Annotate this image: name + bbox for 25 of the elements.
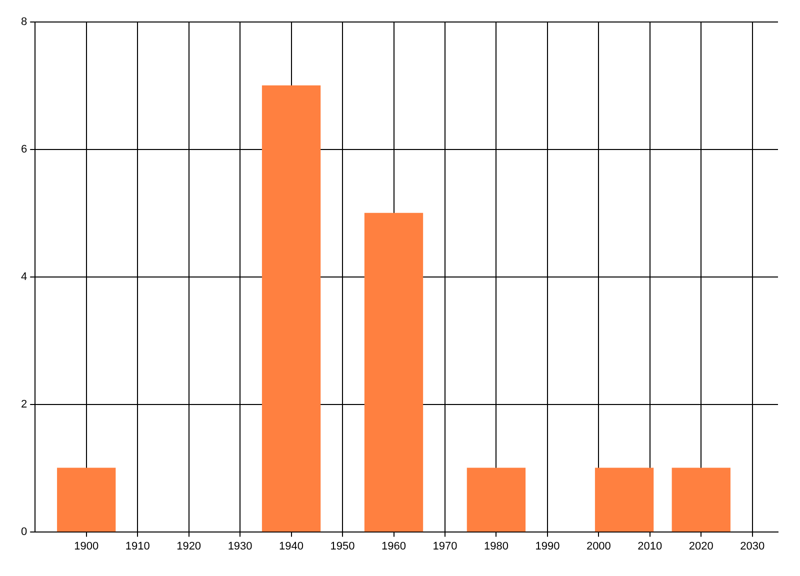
bar [672, 468, 730, 532]
x-tick-label: 2030 [740, 540, 765, 552]
x-tick-label: 1920 [176, 540, 202, 552]
y-tick-label: 6 [20, 143, 28, 156]
y-tick-label: 0 [20, 526, 28, 538]
x-tick-label: 2010 [638, 540, 662, 552]
x-tick-label: 1980 [484, 540, 508, 552]
x-tick-label: 1930 [228, 540, 252, 552]
bar [466, 468, 526, 532]
x-tick-label: 2000 [586, 540, 611, 552]
bar [364, 212, 424, 532]
x-tick-label: 2020 [688, 540, 714, 552]
x-tick-label: 1990 [535, 540, 560, 552]
y-tick-label: 2 [20, 398, 28, 410]
x-tick-label: 1940 [279, 540, 304, 552]
x-tick-label: 1950 [330, 540, 355, 552]
x-tick-label: 1910 [125, 540, 150, 552]
y-tick-label: 8 [20, 16, 28, 28]
x-tick-label: 1970 [432, 540, 458, 552]
bar [57, 468, 116, 532]
x-tick-label: 1960 [382, 540, 406, 552]
bar [262, 85, 321, 532]
y-tick-label: 4 [20, 270, 28, 283]
bar [594, 468, 654, 532]
x-tick-label: 1900 [74, 540, 99, 552]
